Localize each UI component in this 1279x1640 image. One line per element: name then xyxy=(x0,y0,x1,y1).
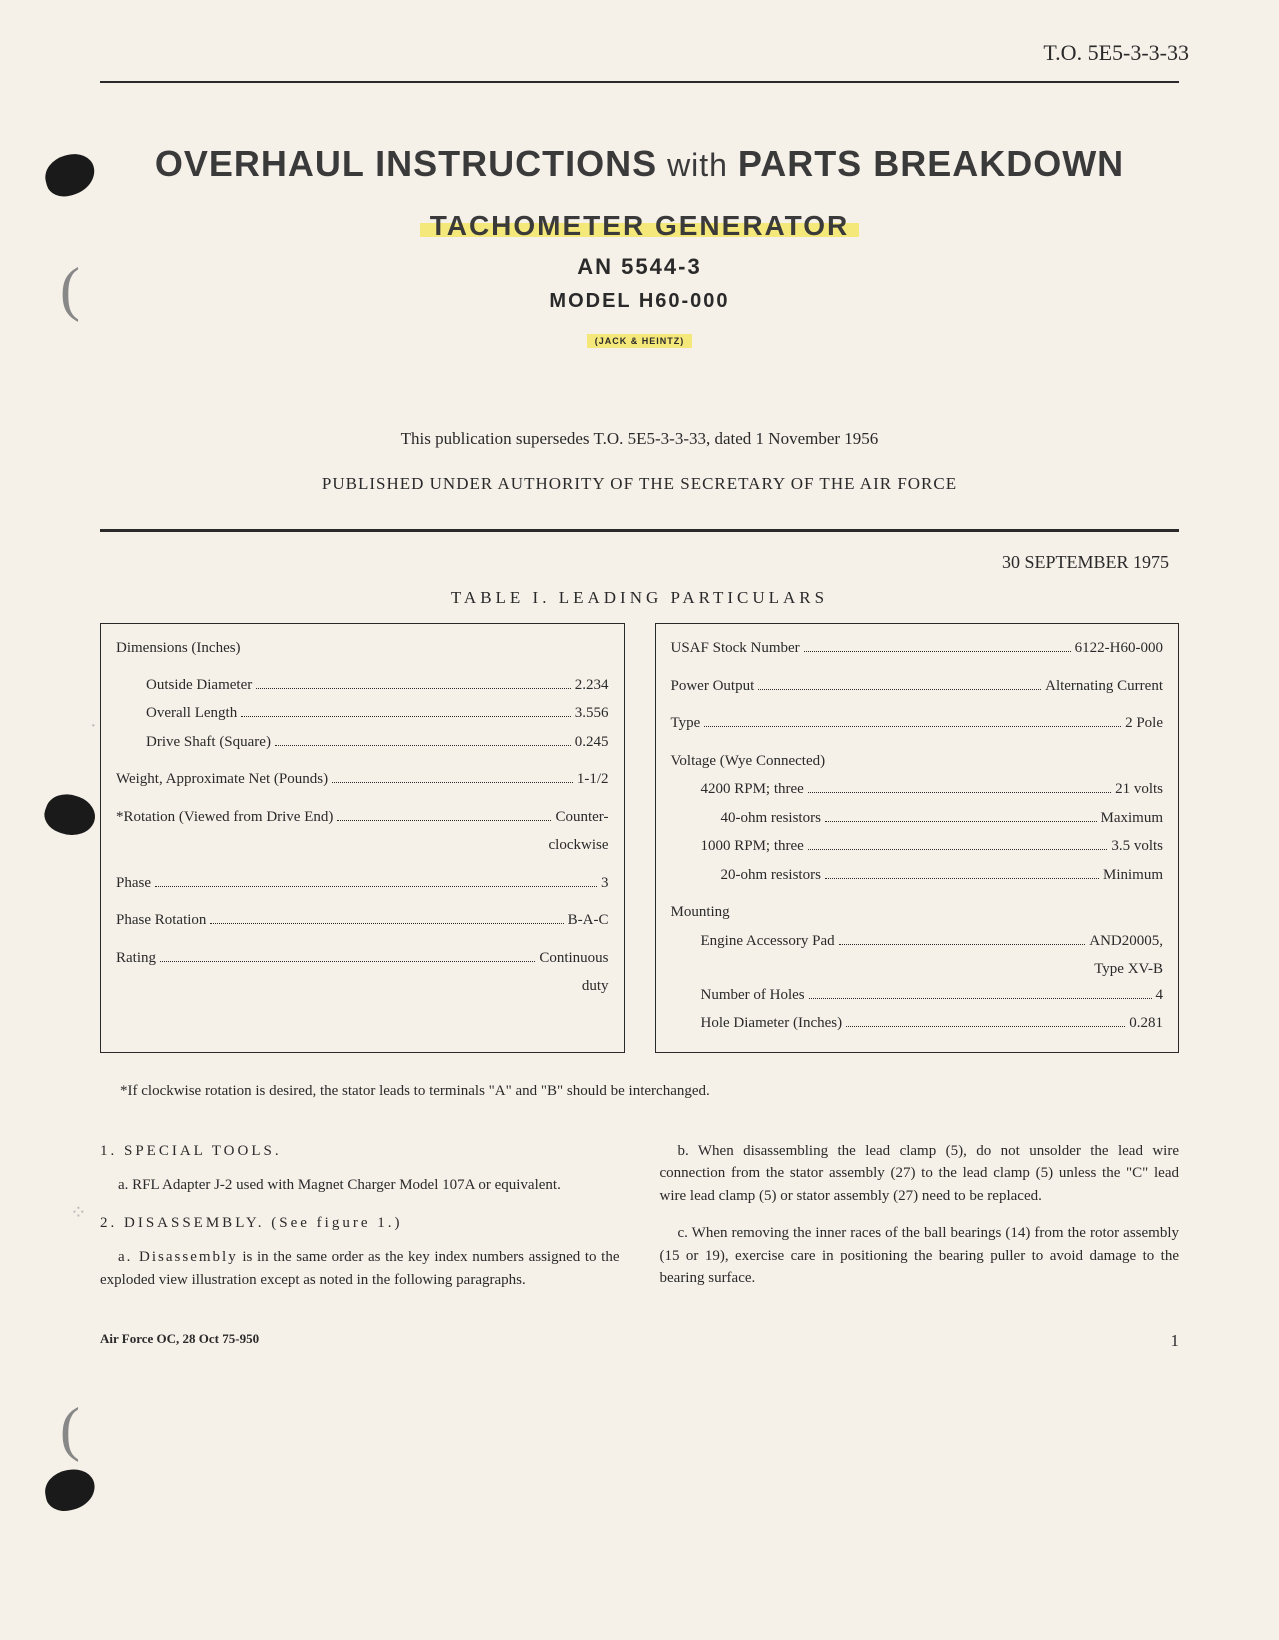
particulars-table: Dimensions (Inches) Outside Diameter 2.23… xyxy=(100,623,1179,1053)
spec-value: 1-1/2 xyxy=(577,767,609,793)
para-2a-lead: a. Disassembly xyxy=(118,1249,238,1265)
body-text: 1. SPECIAL TOOLS. a. RFL Adapter J-2 use… xyxy=(100,1140,1179,1307)
body-right-col: b. When disassembling the lead clamp (5)… xyxy=(660,1140,1180,1307)
dots xyxy=(808,792,1111,793)
spec-label: Phase xyxy=(116,871,151,897)
hole-punch-2 xyxy=(40,788,101,843)
spec-label: Power Output xyxy=(671,674,755,700)
spec-value-cont: clockwise xyxy=(116,833,609,859)
spec-value: Minimum xyxy=(1103,863,1163,889)
an-number: AN 5544-3 xyxy=(60,254,1219,280)
dots xyxy=(160,961,535,962)
dots xyxy=(758,689,1041,690)
title-pre: OVERHAUL INSTRUCTIONS xyxy=(155,143,657,184)
spec-value: 2 Pole xyxy=(1125,711,1163,737)
to-number: T.O. 5E5-3-3-33 xyxy=(60,40,1219,66)
spec-value: 3.5 volts xyxy=(1111,834,1163,860)
body-left-col: 1. SPECIAL TOOLS. a. RFL Adapter J-2 use… xyxy=(100,1140,620,1307)
spec-value-cont: duty xyxy=(116,974,609,1000)
spec-label: Hole Diameter (Inches) xyxy=(701,1011,843,1037)
para-1a: a. RFL Adapter J-2 used with Magnet Char… xyxy=(100,1174,620,1197)
spec-value: Maximum xyxy=(1101,806,1164,832)
spec-label: Weight, Approximate Net (Pounds) xyxy=(116,767,328,793)
authority-line: PUBLISHED UNDER AUTHORITY OF THE SECRETA… xyxy=(60,474,1219,494)
subtitle: TACHOMETER GENERATOR xyxy=(420,210,860,242)
spec-value: 21 volts xyxy=(1115,777,1163,803)
spec-label: Overall Length xyxy=(146,701,237,727)
spec-label: *Rotation (Viewed from Drive End) xyxy=(116,805,333,831)
spec-label: 4200 RPM; three xyxy=(701,777,804,803)
model-number: MODEL H60-000 xyxy=(60,290,1219,313)
spec-value: 2.234 xyxy=(575,673,609,699)
spec-label: Engine Accessory Pad xyxy=(701,929,835,955)
spec-label: Number of Holes xyxy=(701,983,805,1009)
main-title: OVERHAUL INSTRUCTIONS with PARTS BREAKDO… xyxy=(60,143,1219,185)
dots xyxy=(256,688,571,689)
spec-label: USAF Stock Number xyxy=(671,636,800,662)
dots xyxy=(825,821,1097,822)
mid-rule xyxy=(100,529,1179,532)
section-1-head: 1. SPECIAL TOOLS. xyxy=(100,1140,620,1163)
spec-value: Counter- xyxy=(555,805,608,831)
spec-label: 40-ohm resistors xyxy=(721,806,821,832)
spec-label: Phase Rotation xyxy=(116,908,206,934)
dots xyxy=(332,782,573,783)
dots xyxy=(210,923,563,924)
spec-value: Alternating Current xyxy=(1045,674,1163,700)
spec-value: 0.281 xyxy=(1129,1011,1163,1037)
title-post: PARTS BREAKDOWN xyxy=(738,143,1124,184)
dots xyxy=(809,998,1152,999)
table-left-col: Dimensions (Inches) Outside Diameter 2.23… xyxy=(100,623,625,1053)
spec-value: AND20005, xyxy=(1089,929,1163,955)
table-right-col: USAF Stock Number 6122-H60-000 Power Outp… xyxy=(655,623,1180,1053)
voltage-header: Voltage (Wye Connected) xyxy=(671,749,826,775)
spec-label: 20-ohm resistors xyxy=(721,863,821,889)
hole-punch-3 xyxy=(42,1466,98,1514)
spec-value: 4 xyxy=(1156,983,1164,1009)
publication-date: 30 SEPTEMBER 1975 xyxy=(60,552,1219,573)
dots xyxy=(846,1026,1125,1027)
spec-value: 3.556 xyxy=(575,701,609,727)
dots xyxy=(241,716,571,717)
para-2a: a. Disassembly is in the same order as t… xyxy=(100,1246,620,1291)
title-mid: with xyxy=(657,147,738,183)
dots xyxy=(337,820,551,821)
dots xyxy=(704,726,1121,727)
spec-value: B-A-C xyxy=(568,908,609,934)
spec-value: 3 xyxy=(601,871,609,897)
spec-value: Continuous xyxy=(539,946,608,972)
manufacturer: (JACK & HEINTZ) xyxy=(587,334,693,348)
section-2-head: 2. DISASSEMBLY. (See figure 1.) xyxy=(100,1212,620,1235)
supersedes-note: This publication supersedes T.O. 5E5-3-3… xyxy=(60,429,1219,449)
para-2b: b. When disassembling the lead clamp (5)… xyxy=(660,1140,1180,1208)
spec-label: Type xyxy=(671,711,701,737)
paren-mark-1: ( xyxy=(60,255,80,324)
smudge-2: ⁘ xyxy=(70,1200,87,1225)
dots xyxy=(275,745,571,746)
title-block: OVERHAUL INSTRUCTIONS with PARTS BREAKDO… xyxy=(60,143,1219,349)
dots xyxy=(808,849,1107,850)
dots xyxy=(155,886,597,887)
dots xyxy=(839,944,1086,945)
footer-left: Air Force OC, 28 Oct 75-950 xyxy=(100,1331,259,1351)
paren-mark-2: ( xyxy=(60,1395,80,1464)
spec-value-cont: Type XV-B xyxy=(671,957,1164,983)
spec-value: 0.245 xyxy=(575,730,609,756)
page-number: 1 xyxy=(1171,1331,1180,1351)
rotation-footnote: *If clockwise rotation is desired, the s… xyxy=(120,1083,1179,1100)
dims-header: Dimensions (Inches) xyxy=(116,636,241,662)
dots xyxy=(804,651,1071,652)
spec-label: Drive Shaft (Square) xyxy=(146,730,271,756)
table-title: TABLE I. LEADING PARTICULARS xyxy=(60,588,1219,608)
spec-label: Outside Diameter xyxy=(146,673,252,699)
smudge-1: · xyxy=(90,715,97,738)
footer: Air Force OC, 28 Oct 75-950 1 xyxy=(100,1331,1179,1351)
spec-value: 6122-H60-000 xyxy=(1075,636,1163,662)
mounting-header: Mounting xyxy=(671,900,730,926)
dots xyxy=(825,878,1099,879)
spec-label: Rating xyxy=(116,946,156,972)
para-2c: c. When removing the inner races of the … xyxy=(660,1222,1180,1290)
spec-label: 1000 RPM; three xyxy=(701,834,804,860)
top-rule xyxy=(100,81,1179,83)
